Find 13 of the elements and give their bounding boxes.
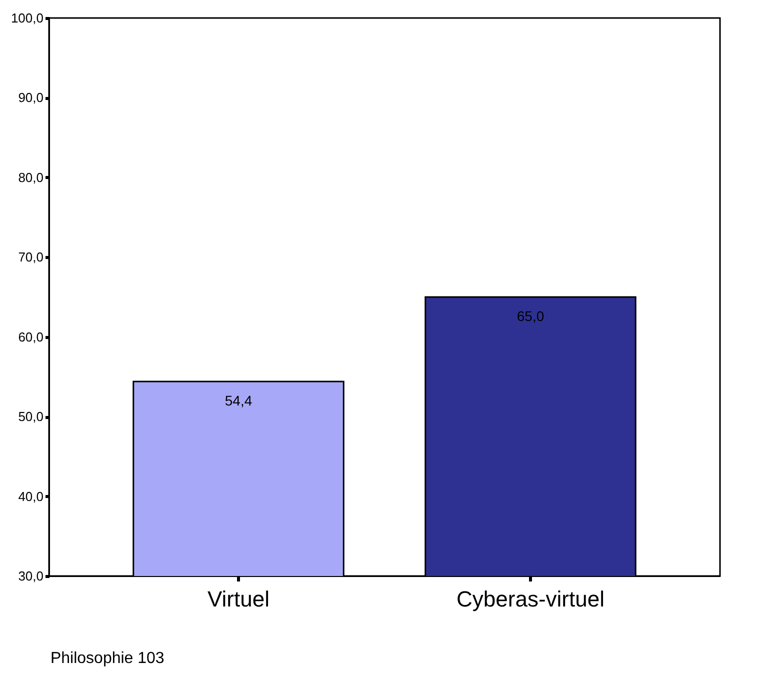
y-tick-label: 70,0	[18, 250, 44, 265]
data-label: 54,4	[224, 392, 252, 408]
y-tick-label: 60,0	[18, 329, 44, 344]
y-tick-label: 40,0	[18, 488, 44, 504]
x-tick-label: Virtuel	[208, 586, 270, 612]
data-label: 65,0	[516, 308, 544, 324]
y-tick-label: 50,0	[18, 409, 44, 424]
y-tick-label: 90,0	[18, 90, 44, 106]
x-tick-label: Cyberas-virtuel	[456, 586, 604, 612]
y-tick-label: 100,0	[10, 10, 44, 26]
y-tick-label: 30,0	[18, 568, 44, 584]
text: Philosophie 103	[50, 650, 164, 667]
y-tick-label: 80,0	[18, 170, 44, 185]
